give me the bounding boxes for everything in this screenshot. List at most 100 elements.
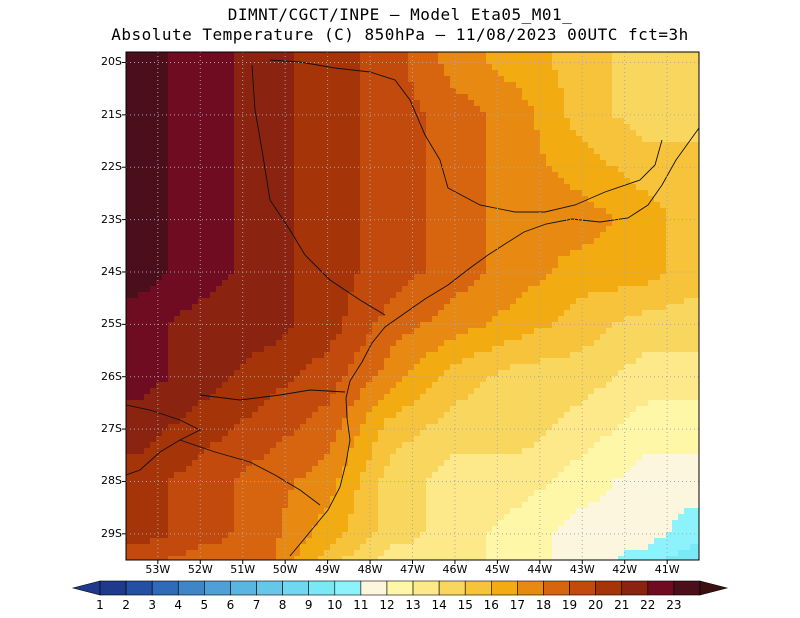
temperature-cell (528, 340, 535, 347)
temperature-cell (162, 196, 169, 203)
temperature-cell (540, 88, 547, 95)
temperature-cell (162, 298, 169, 305)
temperature-cell (354, 220, 361, 227)
temperature-cell (444, 166, 451, 173)
temperature-cell (462, 184, 469, 191)
temperature-cell (192, 268, 199, 275)
temperature-cell (168, 172, 175, 179)
temperature-cell (696, 346, 699, 353)
temperature-cell (306, 220, 313, 227)
temperature-cell (546, 334, 553, 341)
temperature-cell (144, 358, 151, 365)
temperature-cell (156, 190, 163, 197)
temperature-cell (240, 58, 247, 65)
temperature-cell (636, 190, 643, 197)
temperature-cell (336, 214, 343, 221)
temperature-cell (492, 58, 499, 65)
temperature-cell (522, 208, 529, 215)
temperature-cell (438, 340, 445, 347)
temperature-cell (654, 244, 661, 251)
temperature-cell (444, 238, 451, 245)
temperature-cell (660, 70, 667, 77)
temperature-cell (468, 226, 475, 233)
temperature-cell (540, 244, 547, 251)
temperature-cell (336, 232, 343, 239)
temperature-cell (318, 346, 325, 353)
temperature-cell (522, 358, 529, 365)
temperature-cell (462, 238, 469, 245)
temperature-cell (666, 334, 673, 341)
temperature-cell (408, 232, 415, 239)
temperature-cell (402, 136, 409, 143)
temperature-cell (300, 238, 307, 245)
temperature-cell (378, 298, 385, 305)
temperature-cell (378, 88, 385, 95)
temperature-cell (204, 298, 211, 305)
temperature-cell (168, 100, 175, 107)
temperature-cell (600, 340, 607, 347)
temperature-cell (486, 340, 493, 347)
temperature-cell (330, 130, 337, 137)
temperature-cell (534, 286, 541, 293)
temperature-cell (186, 82, 193, 89)
temperature-cell (444, 334, 451, 341)
temperature-cell (186, 292, 193, 299)
temperature-cell (210, 286, 217, 293)
temperature-cell (210, 52, 217, 59)
temperature-cell (360, 190, 367, 197)
temperature-cell (588, 172, 595, 179)
temperature-cell (306, 238, 313, 245)
temperature-cell (462, 148, 469, 155)
temperature-cell (600, 154, 607, 161)
temperature-cell (174, 190, 181, 197)
temperature-cell (234, 112, 241, 119)
temperature-cell (150, 166, 157, 173)
temperature-cell (600, 202, 607, 209)
temperature-cell (642, 244, 649, 251)
temperature-cell (576, 172, 583, 179)
temperature-cell (504, 160, 511, 167)
temperature-cell (246, 220, 253, 227)
temperature-cell (606, 208, 613, 215)
temperature-cell (420, 340, 427, 347)
temperature-cell (504, 136, 511, 143)
temperature-cell (486, 310, 493, 317)
temperature-cell (282, 52, 289, 59)
temperature-cell (420, 94, 427, 101)
temperature-cell (576, 166, 583, 173)
temperature-cell (204, 106, 211, 113)
temperature-cell (450, 202, 457, 209)
temperature-cell (678, 58, 685, 65)
temperature-cell (522, 226, 529, 233)
temperature-cell (204, 358, 211, 365)
temperature-cell (576, 274, 583, 281)
temperature-cell (324, 208, 331, 215)
temperature-cell (426, 124, 433, 131)
temperature-cell (156, 238, 163, 245)
temperature-cell (684, 274, 691, 281)
temperature-cell (522, 340, 529, 347)
temperature-cell (276, 52, 283, 59)
temperature-cell (132, 52, 139, 59)
temperature-cell (660, 358, 667, 365)
temperature-cell (198, 346, 205, 353)
temperature-cell (252, 268, 259, 275)
temperature-cell (300, 94, 307, 101)
temperature-cell (306, 322, 313, 329)
temperature-cell (474, 112, 481, 119)
temperature-cell (516, 286, 523, 293)
temperature-cell (294, 316, 301, 323)
temperature-cell (204, 322, 211, 329)
temperature-cell (666, 130, 673, 137)
temperature-cell (246, 334, 253, 341)
temperature-cell (672, 208, 679, 215)
temperature-cell (576, 310, 583, 317)
temperature-cell (678, 88, 685, 95)
temperature-cell (282, 268, 289, 275)
temperature-cell (228, 130, 235, 137)
temperature-cell (372, 154, 379, 161)
temperature-cell (600, 52, 607, 59)
temperature-cell (162, 220, 169, 227)
temperature-cell (258, 196, 265, 203)
temperature-cell (426, 262, 433, 269)
